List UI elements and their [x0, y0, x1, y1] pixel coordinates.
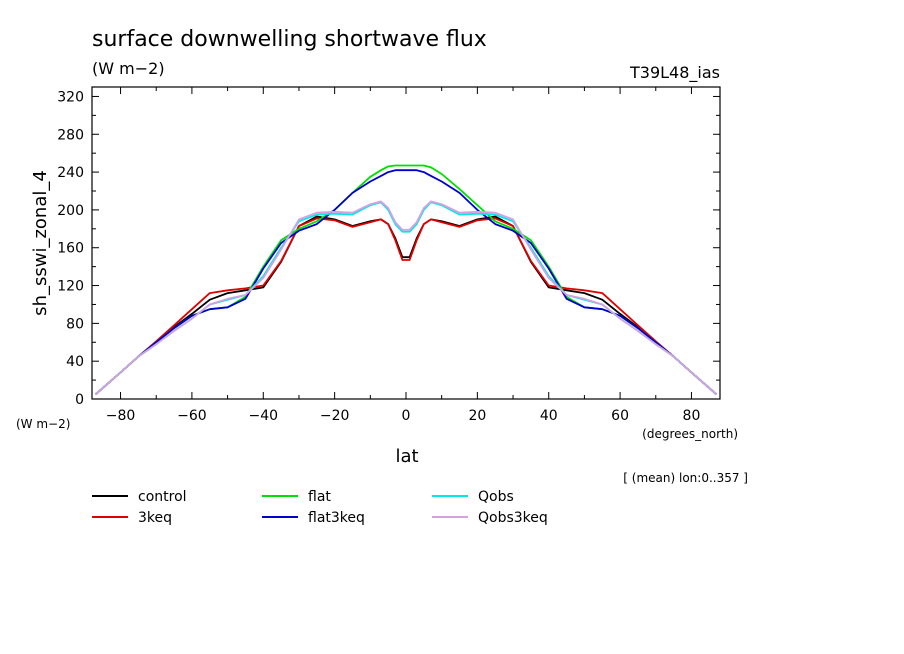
- x-tick-label: −20: [320, 408, 350, 424]
- chart-subtitle: (W m−2): [92, 59, 165, 78]
- series-layer: [95, 164, 717, 395]
- series-line-control: [95, 215, 717, 395]
- legend-label-qobs3keq: Qobs3keq: [478, 510, 548, 526]
- x-tick-label: −80: [106, 408, 136, 424]
- legend: control 3keq flat flat3keq Qobs Qobs3keq: [92, 489, 548, 526]
- legend-label-flat3keq: flat3keq: [308, 510, 365, 526]
- x-axis-ticks: −80 −60 −40 −20 0 20 40 60 80: [106, 87, 701, 424]
- x-tick-label: 60: [611, 408, 629, 424]
- x-tick-label: 0: [402, 408, 411, 424]
- x-tick-label: −60: [177, 408, 207, 424]
- legend-label-qobs: Qobs: [478, 489, 514, 505]
- y-tick-label: 40: [66, 354, 84, 370]
- x-tick-label: 40: [540, 408, 558, 424]
- y-tick-label: 200: [57, 203, 84, 219]
- series-line-3keq: [95, 217, 717, 395]
- y-tick-label: 160: [57, 241, 84, 257]
- legend-label-flat: flat: [308, 489, 331, 505]
- y-tick-label: 320: [57, 89, 84, 105]
- series-line-qobs: [95, 201, 717, 395]
- experiment-label: T39L48_ias: [629, 63, 720, 83]
- x-tick-label: −40: [248, 408, 278, 424]
- plot-frame: [91, 86, 721, 400]
- y-tick-label: 80: [66, 316, 84, 332]
- x-axis-unit: (degrees_north): [642, 427, 738, 441]
- y-tick-label: 120: [57, 279, 84, 295]
- y-tick-label: 280: [57, 127, 84, 143]
- y-axis-ticks: 0 40 80 120 160 200 240 280 320: [57, 89, 720, 408]
- mean-note: [ (mean) lon:0..357 ]: [623, 471, 748, 485]
- chart-title: surface downwelling shortwave flux: [92, 27, 487, 52]
- y-tick-label: 240: [57, 165, 84, 181]
- legend-label-3keq: 3keq: [138, 510, 172, 526]
- y-tick-label: 0: [75, 392, 84, 408]
- series-line-qobs3keq: [95, 200, 717, 395]
- y-axis-unit: (W m−2): [16, 417, 70, 431]
- x-axis-label: lat: [395, 446, 418, 467]
- x-tick-label: 80: [683, 408, 701, 424]
- y-axis-label: sh_sswi_zonal_4: [30, 170, 51, 316]
- legend-label-control: control: [138, 489, 187, 505]
- x-tick-label: 20: [468, 408, 486, 424]
- series-line-flat: [95, 164, 717, 395]
- series-line-flat3keq: [95, 169, 717, 395]
